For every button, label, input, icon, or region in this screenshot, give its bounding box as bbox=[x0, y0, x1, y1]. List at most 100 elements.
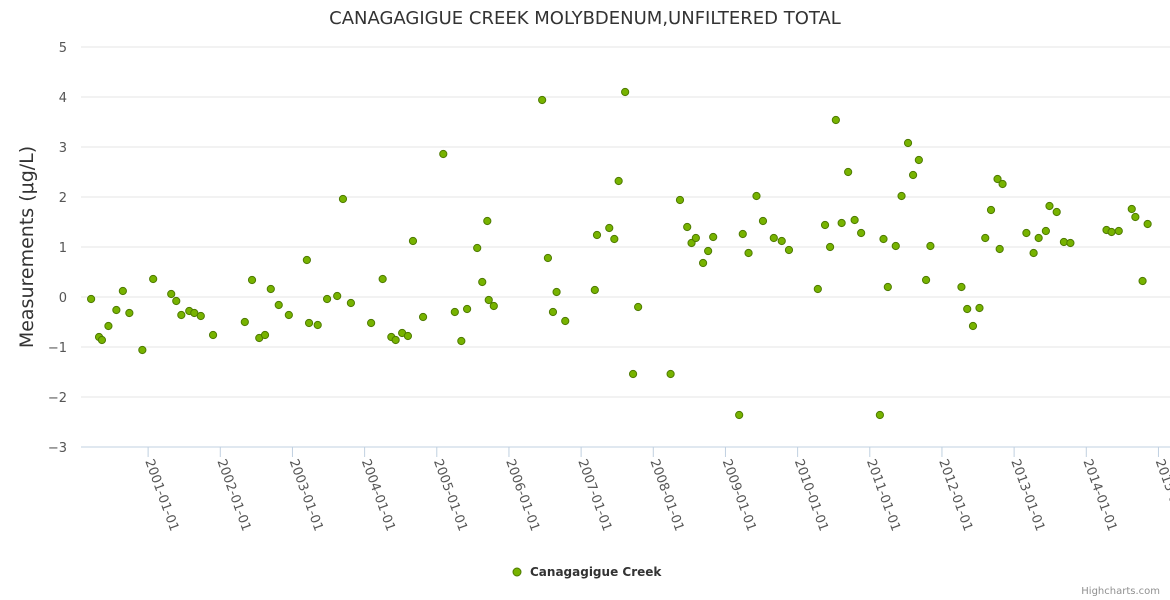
data-point[interactable] bbox=[1022, 228, 1031, 238]
data-point[interactable] bbox=[968, 321, 978, 331]
data-point[interactable] bbox=[338, 194, 348, 204]
data-point[interactable] bbox=[875, 410, 884, 420]
data-point[interactable] bbox=[883, 282, 892, 292]
data-point[interactable] bbox=[167, 289, 176, 299]
data-point[interactable] bbox=[993, 174, 1002, 184]
data-point[interactable] bbox=[1052, 207, 1061, 217]
data-point[interactable] bbox=[825, 242, 835, 252]
data-point[interactable] bbox=[450, 307, 459, 317]
data-point[interactable] bbox=[921, 275, 931, 285]
data-point[interactable] bbox=[97, 335, 107, 345]
data-point[interactable] bbox=[758, 216, 768, 226]
data-point[interactable] bbox=[418, 312, 428, 322]
data-point[interactable] bbox=[322, 294, 332, 304]
data-point[interactable] bbox=[926, 241, 935, 251]
data-point[interactable] bbox=[752, 191, 761, 201]
data-point[interactable] bbox=[87, 294, 96, 304]
data-point[interactable] bbox=[104, 321, 113, 331]
data-point[interactable] bbox=[1107, 227, 1116, 237]
data-point[interactable] bbox=[675, 195, 685, 205]
data-point[interactable] bbox=[439, 149, 448, 159]
data-point[interactable] bbox=[769, 233, 778, 243]
data-point[interactable] bbox=[592, 230, 602, 240]
legend-item[interactable]: Canagagigue Creek bbox=[512, 565, 662, 579]
data-point[interactable] bbox=[986, 205, 996, 215]
data-point[interactable] bbox=[777, 236, 786, 246]
data-point[interactable] bbox=[138, 345, 147, 355]
data-point[interactable] bbox=[489, 301, 498, 311]
data-point[interactable] bbox=[483, 216, 492, 226]
data-point[interactable] bbox=[247, 275, 257, 285]
data-point[interactable] bbox=[998, 179, 1007, 189]
data-point[interactable] bbox=[709, 232, 718, 242]
data-point[interactable] bbox=[691, 233, 700, 243]
data-point[interactable] bbox=[240, 317, 249, 327]
data-point[interactable] bbox=[284, 310, 293, 320]
data-point[interactable] bbox=[975, 303, 984, 313]
data-point[interactable] bbox=[333, 291, 342, 301]
data-point[interactable] bbox=[462, 304, 472, 314]
data-point[interactable] bbox=[112, 305, 121, 315]
data-point[interactable] bbox=[260, 330, 270, 340]
data-point[interactable] bbox=[831, 115, 840, 125]
data-point[interactable] bbox=[813, 284, 822, 294]
data-point[interactable] bbox=[891, 241, 900, 251]
data-point[interactable] bbox=[1143, 219, 1152, 229]
data-point[interactable] bbox=[408, 236, 418, 246]
data-point[interactable] bbox=[1127, 204, 1136, 214]
data-point[interactable] bbox=[1066, 238, 1075, 248]
data-point[interactable] bbox=[1041, 226, 1050, 236]
data-point[interactable] bbox=[484, 295, 493, 305]
data-point[interactable] bbox=[561, 316, 570, 326]
data-point[interactable] bbox=[903, 138, 913, 148]
data-point[interactable] bbox=[914, 155, 923, 165]
data-point[interactable] bbox=[995, 244, 1004, 254]
data-point[interactable] bbox=[196, 311, 205, 321]
credit-link[interactable]: Highcharts.com bbox=[1081, 586, 1160, 597]
data-point[interactable] bbox=[1029, 248, 1038, 258]
data-point[interactable] bbox=[908, 170, 918, 180]
data-point[interactable] bbox=[538, 95, 547, 105]
data-point[interactable] bbox=[125, 308, 134, 318]
data-point[interactable] bbox=[313, 320, 322, 330]
data-point[interactable] bbox=[850, 215, 859, 225]
data-point[interactable] bbox=[1034, 233, 1043, 243]
data-point[interactable] bbox=[190, 308, 199, 318]
data-point[interactable] bbox=[683, 222, 692, 232]
data-point[interactable] bbox=[605, 223, 614, 233]
data-point[interactable] bbox=[621, 87, 630, 97]
data-point[interactable] bbox=[346, 298, 356, 308]
data-point[interactable] bbox=[837, 218, 846, 228]
data-point[interactable] bbox=[548, 307, 558, 317]
data-point[interactable] bbox=[266, 284, 275, 294]
data-point[interactable] bbox=[590, 285, 599, 295]
data-point[interactable] bbox=[897, 191, 906, 201]
data-point[interactable] bbox=[304, 318, 314, 328]
data-point[interactable] bbox=[473, 243, 482, 253]
data-point[interactable] bbox=[784, 245, 794, 255]
data-point[interactable] bbox=[543, 253, 553, 263]
data-point[interactable] bbox=[698, 258, 708, 268]
data-point[interactable] bbox=[1138, 276, 1147, 286]
data-point[interactable] bbox=[628, 369, 638, 379]
data-point[interactable] bbox=[957, 282, 966, 292]
data-point[interactable] bbox=[172, 296, 181, 306]
data-point[interactable] bbox=[274, 300, 283, 310]
data-point[interactable] bbox=[1114, 226, 1123, 236]
data-point[interactable] bbox=[879, 234, 888, 244]
data-point[interactable] bbox=[666, 369, 675, 379]
data-point[interactable] bbox=[367, 318, 376, 328]
data-point[interactable] bbox=[552, 287, 561, 297]
data-point[interactable] bbox=[208, 330, 218, 340]
data-point[interactable] bbox=[981, 233, 990, 243]
data-point[interactable] bbox=[1131, 212, 1140, 222]
data-point[interactable] bbox=[963, 304, 972, 314]
data-point[interactable] bbox=[118, 286, 127, 296]
data-point[interactable] bbox=[744, 248, 753, 258]
data-point[interactable] bbox=[844, 167, 853, 177]
data-point[interactable] bbox=[857, 228, 866, 238]
data-point[interactable] bbox=[738, 229, 747, 239]
data-point[interactable] bbox=[177, 310, 186, 320]
data-point[interactable] bbox=[634, 302, 643, 312]
data-point[interactable] bbox=[820, 220, 830, 230]
